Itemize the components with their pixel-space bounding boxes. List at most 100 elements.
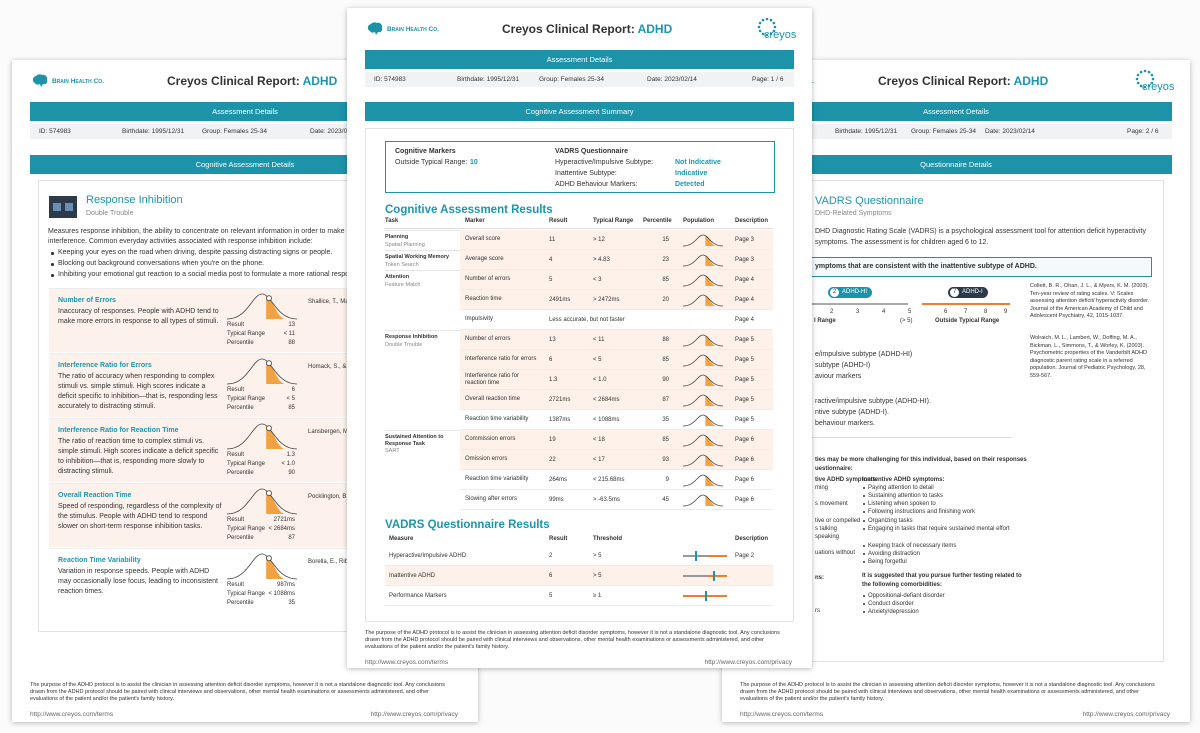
symptom-item: Engaging in tasks that require sustained… [868, 526, 1010, 532]
marker-page: Page 6 [735, 457, 755, 463]
scale-tick: 3 [856, 309, 860, 315]
marker-title: Interference Ratio for Reaction Time [58, 427, 179, 434]
task-name: Planning [385, 234, 409, 240]
scale-tick: 5 [908, 309, 912, 315]
logo-dot [757, 25, 761, 29]
bullet-dot [51, 274, 54, 277]
marker-name: Number of errors [465, 336, 511, 342]
vadrs-high [708, 575, 727, 577]
curve-line [226, 358, 298, 385]
bullet-text: Keeping your eyes on the road when drivi… [58, 249, 333, 256]
curve-tail [266, 296, 285, 319]
task-name: Sustained Attention to Response Task [385, 434, 444, 447]
privacy-link: http://www.creyos.com/privacy [704, 659, 792, 666]
bullet-dot [863, 611, 865, 613]
curve-marker [266, 555, 272, 562]
reference: Borella, E., Rib [308, 559, 349, 565]
result-row [460, 370, 773, 390]
marker-percentile: 85 [662, 357, 669, 363]
heading: VADRS Questionnaire [815, 195, 924, 207]
column-header: Result [549, 536, 568, 542]
brand-name: Brain Health Co. [387, 26, 439, 33]
logo-dot [1151, 77, 1155, 81]
stat-label: Percentile [227, 600, 254, 606]
column-header: Population [683, 218, 714, 224]
marker-percentile: 45 [662, 497, 669, 503]
logo-dot [758, 21, 762, 25]
curve-tail [266, 491, 285, 514]
marker-result: 1387ms [549, 417, 571, 423]
marker-result: 5 [549, 277, 553, 283]
reference: Homack, S., & [308, 364, 347, 370]
list-title: Inattentive ADHD symptoms: [862, 477, 945, 483]
info-field: Date: 2023/02/14 [985, 128, 1035, 135]
population-curve [682, 434, 724, 447]
badge-label: ADHD-I [962, 289, 983, 295]
stat-label: Result [227, 582, 245, 588]
vadrs-row [385, 546, 773, 566]
stat-value: 90 [288, 470, 295, 476]
bullet-dot [51, 263, 54, 266]
marker-percentile: 90 [662, 377, 669, 383]
stat-value: < 11 [283, 331, 295, 337]
vadrs-track [683, 575, 727, 577]
content-frame [365, 128, 794, 622]
population-curve [226, 293, 298, 320]
badge-value: 7 [950, 288, 959, 297]
terms-link: http://www.creyos.com/terms [365, 659, 449, 666]
column-header: Description [735, 536, 769, 542]
marker-percentile: 88 [662, 337, 669, 343]
task-test: Double Trouble [385, 342, 423, 348]
marker-percentile: 85 [662, 437, 669, 443]
summary-value: 10 [470, 159, 478, 166]
logo-dot [1135, 77, 1139, 81]
marker-name: Number of errors [465, 276, 511, 282]
symptom-fragment: s movement [815, 501, 848, 507]
scale-tick: 7 [964, 309, 968, 315]
stat-label: Percentile [227, 340, 254, 346]
result-row [460, 270, 773, 290]
marker-page: Page 3 [735, 237, 755, 243]
vadrs-title: VADRS Questionnaire Results [385, 519, 550, 531]
result-row [460, 410, 773, 430]
subtype-line: subtype (ADHD-I) [815, 362, 871, 369]
task-icon [49, 196, 77, 218]
vadrs-high [708, 595, 727, 597]
symptom-fragment: tive ADHD symptoms: [815, 477, 878, 483]
marker-range: < 1088ms [593, 417, 620, 423]
intro-text: Measures response inhibition, the abilit… [48, 228, 345, 235]
vadrs-measure: Performance Markers [389, 593, 447, 599]
population-curve [226, 423, 298, 450]
marker-range: < 5 [593, 357, 602, 363]
marker-result: Less accurate, but not faster [549, 317, 625, 323]
title-text: Creyos Clinical Report: [167, 74, 303, 88]
logo-icon [1135, 69, 1155, 89]
disclaimer: The purpose of the ADHD protocol is to a… [740, 682, 1155, 702]
population-curve [226, 553, 298, 580]
marker-page: Page 4 [735, 297, 755, 303]
curve-tail [266, 556, 285, 579]
symptom-fragment: ns: [815, 575, 824, 581]
symptom-item: Keeping track of necessary items [868, 543, 957, 549]
stat-label: Typical Range [227, 331, 266, 337]
results-title: Cognitive Assessment Results [385, 204, 553, 216]
vadrs-measure: Inattentive ADHD [389, 573, 436, 579]
stat-label: Percentile [227, 535, 254, 541]
marker-block [49, 288, 349, 352]
logo-dot [758, 29, 762, 33]
logo-dot [1147, 84, 1151, 88]
marker-page: Page 4 [735, 317, 755, 323]
intro-text: DHD Diagnostic Rating Scale (VADRS) is a… [815, 228, 1146, 235]
marker-result: 11 [549, 237, 556, 243]
stat-label: Result [227, 387, 245, 393]
summary-title: Cognitive Markers [395, 148, 456, 155]
result-row [460, 250, 773, 270]
stat-label: Result [227, 517, 245, 523]
population-curve [682, 334, 724, 347]
task-name: Response Inhibition [385, 334, 438, 340]
marker-percentile: 23 [662, 257, 669, 263]
marker-page: Page 5 [735, 337, 755, 343]
marker-range: > 12 [593, 237, 605, 243]
score-badge: 7 ADHD-I [948, 287, 988, 298]
summary-label: Hyperactive/Impulsive Subtype: [555, 159, 654, 166]
